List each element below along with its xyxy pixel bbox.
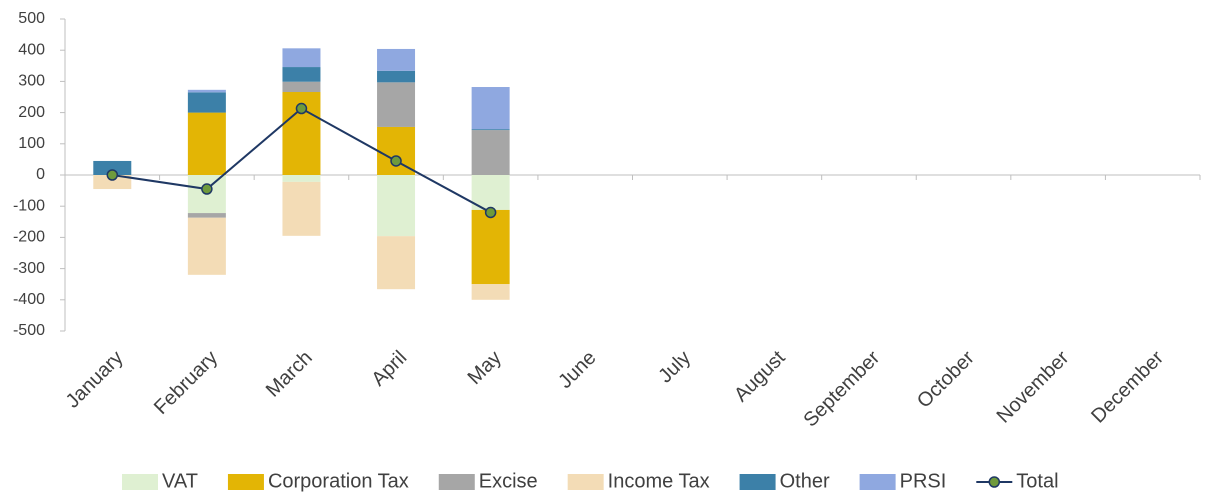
- x-tick-label: June: [554, 347, 600, 393]
- y-tick-label: 100: [18, 135, 45, 152]
- legend-item: PRSI: [859, 470, 947, 492]
- line-marker: [295, 102, 308, 115]
- bar-segment: [377, 70, 416, 83]
- legend-swatch: [122, 474, 158, 490]
- x-tick-label: May: [464, 347, 506, 389]
- legend-item: VAT: [122, 470, 198, 492]
- bar-segment: [187, 112, 226, 175]
- bar-segment: [93, 175, 132, 190]
- bar-segment: [282, 181, 321, 236]
- legend-label: Corporation Tax: [268, 470, 409, 492]
- x-tick-label: August: [730, 346, 790, 406]
- line-marker: [201, 183, 213, 195]
- y-tick-label: -400: [13, 291, 45, 308]
- bar-segment: [471, 175, 510, 210]
- legend-label: Total: [1016, 470, 1058, 492]
- bar-segment: [93, 160, 132, 175]
- legend-item: Excise: [438, 470, 538, 492]
- bar-segment: [187, 92, 226, 113]
- legend-swatch: [859, 474, 896, 490]
- y-tick-label: 400: [18, 41, 45, 58]
- x-tick-label: November: [993, 346, 1074, 427]
- bar-segment: [282, 48, 321, 68]
- legend-label: Excise: [479, 470, 538, 492]
- y-tick-label: -300: [13, 260, 45, 277]
- bar-segment: [471, 87, 510, 130]
- x-tick-label: February: [150, 347, 222, 419]
- bar-segment: [187, 217, 226, 275]
- y-tick-label: -500: [13, 322, 45, 339]
- legend-item: Other: [739, 470, 830, 492]
- legend-swatch: [227, 474, 264, 490]
- bar-segment: [187, 89, 226, 93]
- bar-segment: [282, 81, 321, 93]
- y-tick-label: 300: [18, 73, 45, 90]
- legend-label: Income Tax: [608, 470, 710, 492]
- x-tick-label: March: [262, 347, 317, 402]
- x-tick-label: September: [799, 346, 884, 431]
- x-tick-label: December: [1087, 346, 1168, 427]
- legend-swatch: [438, 474, 475, 490]
- bar-segment: [471, 130, 510, 175]
- y-tick-label: 500: [18, 10, 45, 27]
- line-marker: [390, 155, 402, 167]
- bar-segment: [377, 236, 416, 290]
- legend-label: Other: [780, 470, 830, 492]
- x-tick-label: April: [367, 347, 411, 391]
- legend-item: Income Tax: [567, 470, 710, 492]
- legend-label: VAT: [162, 470, 198, 492]
- x-tick-label: October: [913, 346, 979, 412]
- bar-segment: [377, 48, 416, 71]
- bar-segment: [471, 209, 510, 285]
- legend-swatch: [739, 474, 776, 490]
- bar-segment: [471, 284, 510, 300]
- x-tick-label: July: [654, 347, 695, 388]
- bar-segment: [187, 213, 226, 218]
- x-tick-label: January: [62, 347, 128, 413]
- y-tick-label: 200: [18, 104, 45, 121]
- legend-swatch: [567, 474, 604, 490]
- legend-item: Total: [976, 470, 1059, 492]
- legend-label: PRSI: [900, 470, 947, 492]
- y-tick-label: -100: [13, 197, 45, 214]
- line-marker: [484, 206, 497, 219]
- bar-segment: [282, 175, 321, 182]
- legend-marker: [988, 476, 1001, 488]
- line-marker: [106, 169, 119, 181]
- bar-segment: [471, 129, 510, 131]
- bar-segment: [377, 82, 416, 127]
- bar-segment: [282, 67, 321, 82]
- legend-item: Corporation Tax: [227, 470, 409, 492]
- y-tick-label: 0: [36, 166, 45, 183]
- bar-segment: [377, 175, 416, 237]
- y-tick-label: -200: [13, 229, 45, 246]
